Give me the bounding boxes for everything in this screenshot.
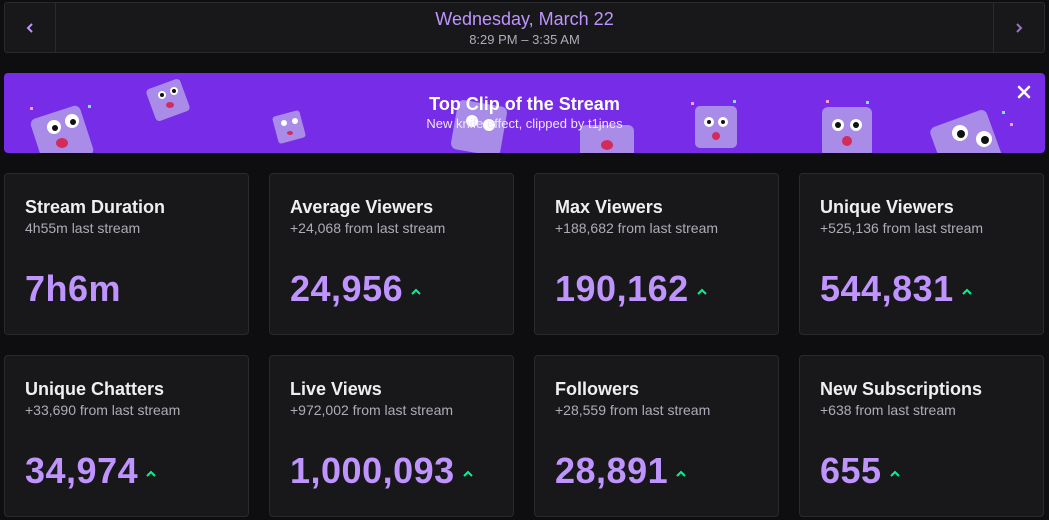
stat-card-live-views: Live Views +972,002 from last stream 1,0… — [269, 355, 514, 517]
stat-card-max-viewers: Max Viewers +188,682 from last stream 19… — [534, 173, 779, 335]
stat-comparison: +525,136 from last stream — [820, 220, 984, 236]
banner-subtitle: New knife effect, clipped by t1jnes — [426, 116, 623, 131]
mascot-illustration — [580, 125, 634, 153]
chevron-left-icon — [26, 22, 33, 33]
trend-up-icon — [146, 470, 156, 477]
banner-text: Top Clip of the Stream New knife effect,… — [4, 93, 1045, 133]
stat-card-new-subscriptions: New Subscriptions +638 from last stream … — [799, 355, 1044, 517]
mascot-illustration — [272, 110, 306, 144]
stat-comparison: 4h55m last stream — [25, 220, 141, 236]
stat-comparison: +33,690 from last stream — [25, 402, 181, 418]
stat-value: 655 — [820, 450, 882, 491]
mascot-illustration — [450, 99, 508, 153]
stream-time-range: 8:29 PM – 3:35 AM — [469, 31, 580, 47]
stat-card-followers: Followers +28,559 from last stream 28,89… — [534, 355, 779, 517]
trend-up-icon — [696, 288, 707, 295]
stat-value: 190,162 — [555, 268, 689, 309]
stat-value: 1,000,093 — [290, 450, 455, 491]
trend-up-icon — [961, 288, 972, 295]
stat-card-unique-viewers: Unique Viewers +525,136 from last stream… — [799, 173, 1044, 335]
stat-title: Followers — [555, 379, 640, 399]
trend-up-icon — [676, 470, 686, 477]
mascot-illustration — [930, 110, 1013, 153]
next-stream-button[interactable] — [993, 3, 1044, 52]
stat-title: Average Viewers — [290, 197, 434, 217]
stat-value: 24,956 — [290, 268, 404, 309]
stat-comparison: +28,559 from last stream — [555, 402, 711, 418]
stat-value: 28,891 — [555, 450, 669, 491]
stat-comparison: +24,068 from last stream — [290, 220, 446, 236]
previous-stream-button[interactable] — [5, 3, 56, 52]
stat-title: New Subscriptions — [820, 379, 983, 399]
chevron-right-icon — [1016, 22, 1023, 33]
stat-card-unique-chatters: Unique Chatters +33,690 from last stream… — [4, 355, 249, 517]
mascot-illustration — [146, 78, 190, 122]
date-navigation-bar: Wednesday, March 22 8:29 PM – 3:35 AM — [4, 2, 1045, 53]
stat-title: Live Views — [290, 379, 382, 399]
stat-value: 7h6m — [25, 268, 122, 309]
stream-date: Wednesday, March 22 8:29 PM – 3:35 AM — [56, 3, 993, 52]
stat-title: Unique Viewers — [820, 197, 954, 217]
stat-card-average-viewers: Average Viewers +24,068 from last stream… — [269, 173, 514, 335]
top-clip-banner[interactable]: Top Clip of the Stream New knife effect,… — [4, 73, 1045, 153]
stat-title: Max Viewers — [555, 197, 663, 217]
mascot-illustration — [691, 100, 737, 148]
stat-value: 34,974 — [25, 450, 139, 491]
banner-title: Top Clip of the Stream — [429, 94, 620, 114]
trend-up-icon — [889, 470, 900, 477]
trend-up-icon — [462, 470, 473, 477]
stat-title: Unique Chatters — [25, 379, 165, 399]
stat-comparison: +188,682 from last stream — [555, 220, 719, 236]
stat-title: Stream Duration — [25, 197, 166, 217]
stat-card-stream-duration: Stream Duration 4h55m last stream 7h6m — [4, 173, 249, 335]
trend-up-icon — [411, 288, 421, 295]
close-banner-button[interactable] — [1013, 81, 1035, 103]
stat-value: 544,831 — [820, 268, 954, 309]
close-icon — [1017, 85, 1031, 99]
stat-comparison: +972,002 from last stream — [290, 402, 454, 418]
mascot-illustration — [30, 105, 94, 153]
mascot-illustration — [822, 100, 872, 153]
stream-date-title: Wednesday, March 22 — [435, 8, 614, 29]
stat-comparison: +638 from last stream — [820, 402, 956, 418]
